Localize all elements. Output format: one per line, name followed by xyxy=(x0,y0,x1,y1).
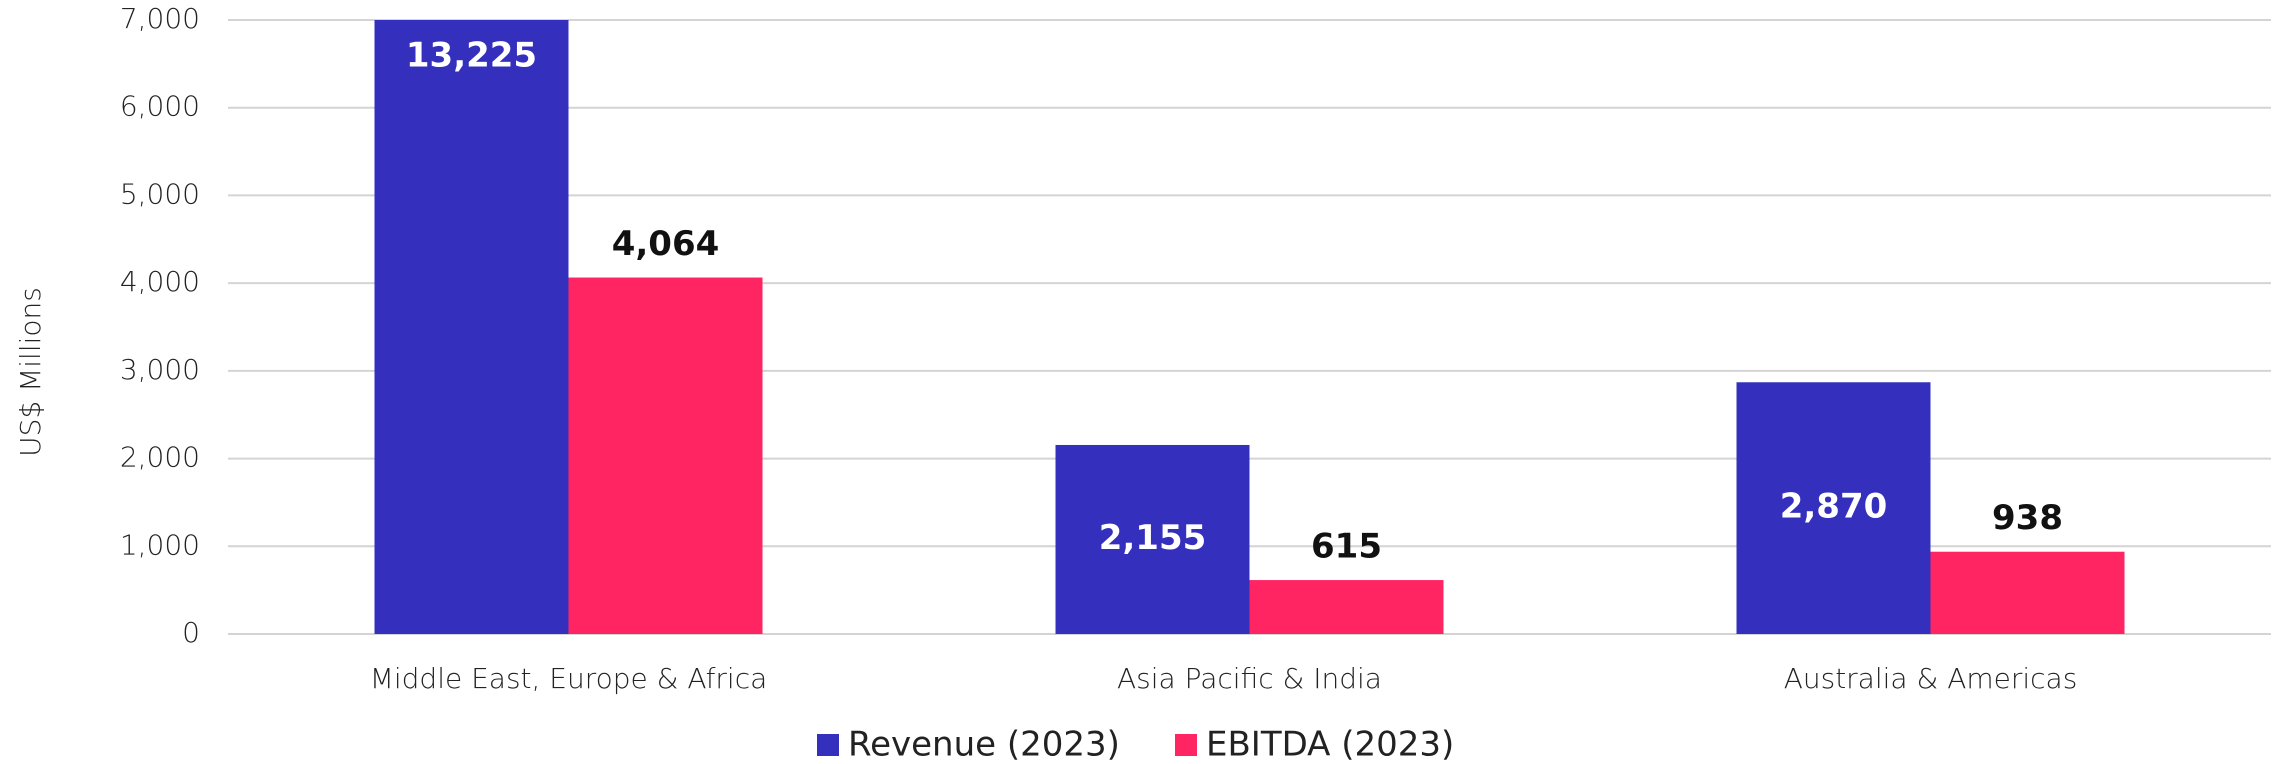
legend-swatch xyxy=(817,734,839,756)
bar xyxy=(1736,382,1931,634)
y-tick-label: 7,000 xyxy=(120,2,200,35)
y-axis-title: US$ Millions xyxy=(14,287,47,457)
bar xyxy=(374,20,569,634)
bar xyxy=(568,277,763,634)
bars xyxy=(374,20,2125,634)
labels: 0 1,000 2,000 3,000 4,000 5,000 6,000 7,000 Midd… xyxy=(120,2,2077,764)
y-tick-label: 3,000 xyxy=(120,353,200,386)
bar xyxy=(1249,580,1444,634)
value-label: 2,155 xyxy=(1099,518,1207,558)
value-label: 13,225 xyxy=(406,36,537,76)
bar xyxy=(1930,551,2125,634)
y-tick-label: 5,000 xyxy=(120,177,200,210)
legend-label: EBITDA (2023) xyxy=(1206,725,1454,764)
y-tick-label: 0 xyxy=(182,616,200,649)
y-tick-label: 6,000 xyxy=(120,90,200,123)
x-tick-label: Middle East, Europe & Africa xyxy=(370,662,768,695)
bar xyxy=(1055,444,1250,634)
y-tick-label: 2,000 xyxy=(120,441,200,474)
y-tick-label: 4,000 xyxy=(120,265,200,298)
x-tick-label: Asia Pacific & India xyxy=(1117,662,1382,695)
y-tick-label: 1,000 xyxy=(120,528,200,561)
value-label: 4,064 xyxy=(612,224,720,264)
legend-label: Revenue (2023) xyxy=(848,725,1120,764)
value-label: 938 xyxy=(1992,498,2063,538)
x-tick-label: Australia & Americas xyxy=(1784,662,2078,695)
legend-swatch xyxy=(1175,734,1197,756)
value-label: 615 xyxy=(1311,527,1382,567)
value-label: 2,870 xyxy=(1780,487,1888,527)
